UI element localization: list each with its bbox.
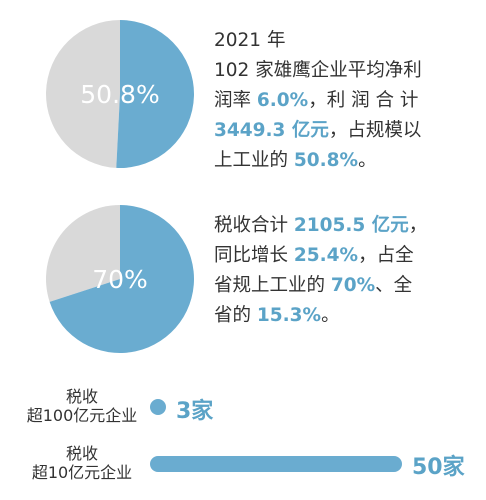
bar-category-label: 税收 超100亿元企业: [26, 387, 138, 425]
text-line: 同比增长 25.4%，占全: [214, 245, 414, 266]
text-line: 润率 6.0%，利 润 合 计: [214, 90, 419, 111]
bar-10yi-companies: [150, 456, 402, 472]
text-line: 102 家雄鹰企业平均净利: [214, 60, 422, 81]
bar-value-label: 50家: [412, 455, 465, 480]
bar-value-label: 3家: [176, 399, 214, 424]
pie-slice-share: [116, 20, 194, 168]
pie-chart-profit-share: 50.8%: [45, 20, 194, 168]
bar-category-label: 税收 超10亿元企业: [31, 444, 133, 482]
pie-label: 70%: [92, 265, 148, 294]
text-line: 3449.3 亿元，占规模以: [214, 120, 422, 141]
profit-description: 2021 年 102 家雄鹰企业平均净利 润率 6.0%，利 润 合 计 344…: [214, 26, 474, 176]
text-line: 上工业的 50.8%。: [214, 150, 377, 171]
text-line: 2021 年: [214, 30, 286, 51]
tax-description: 税收合计 2105.5 亿元， 同比增长 25.4%，占全 省规上工业的 70%…: [214, 211, 476, 331]
text-line: 税收合计 2105.5 亿元，: [214, 215, 428, 236]
pie-slice-share: [49, 205, 194, 353]
bar-row-10yi: 税收 超10亿元企业 50家: [0, 443, 486, 485]
pie-slice-remainder: [45, 205, 120, 302]
pie-chart-tax-share: 70%: [45, 205, 194, 353]
bar-100yi-companies: [150, 399, 166, 415]
text-line: 省的 15.3%。: [214, 305, 340, 326]
text-line: 省规上工业的 70%、全: [214, 275, 413, 296]
pie-label: 50.8%: [80, 80, 159, 109]
pie-slice-remainder: [45, 20, 121, 168]
bar-row-100yi: 税收 超100亿元企业 3家: [0, 386, 486, 426]
